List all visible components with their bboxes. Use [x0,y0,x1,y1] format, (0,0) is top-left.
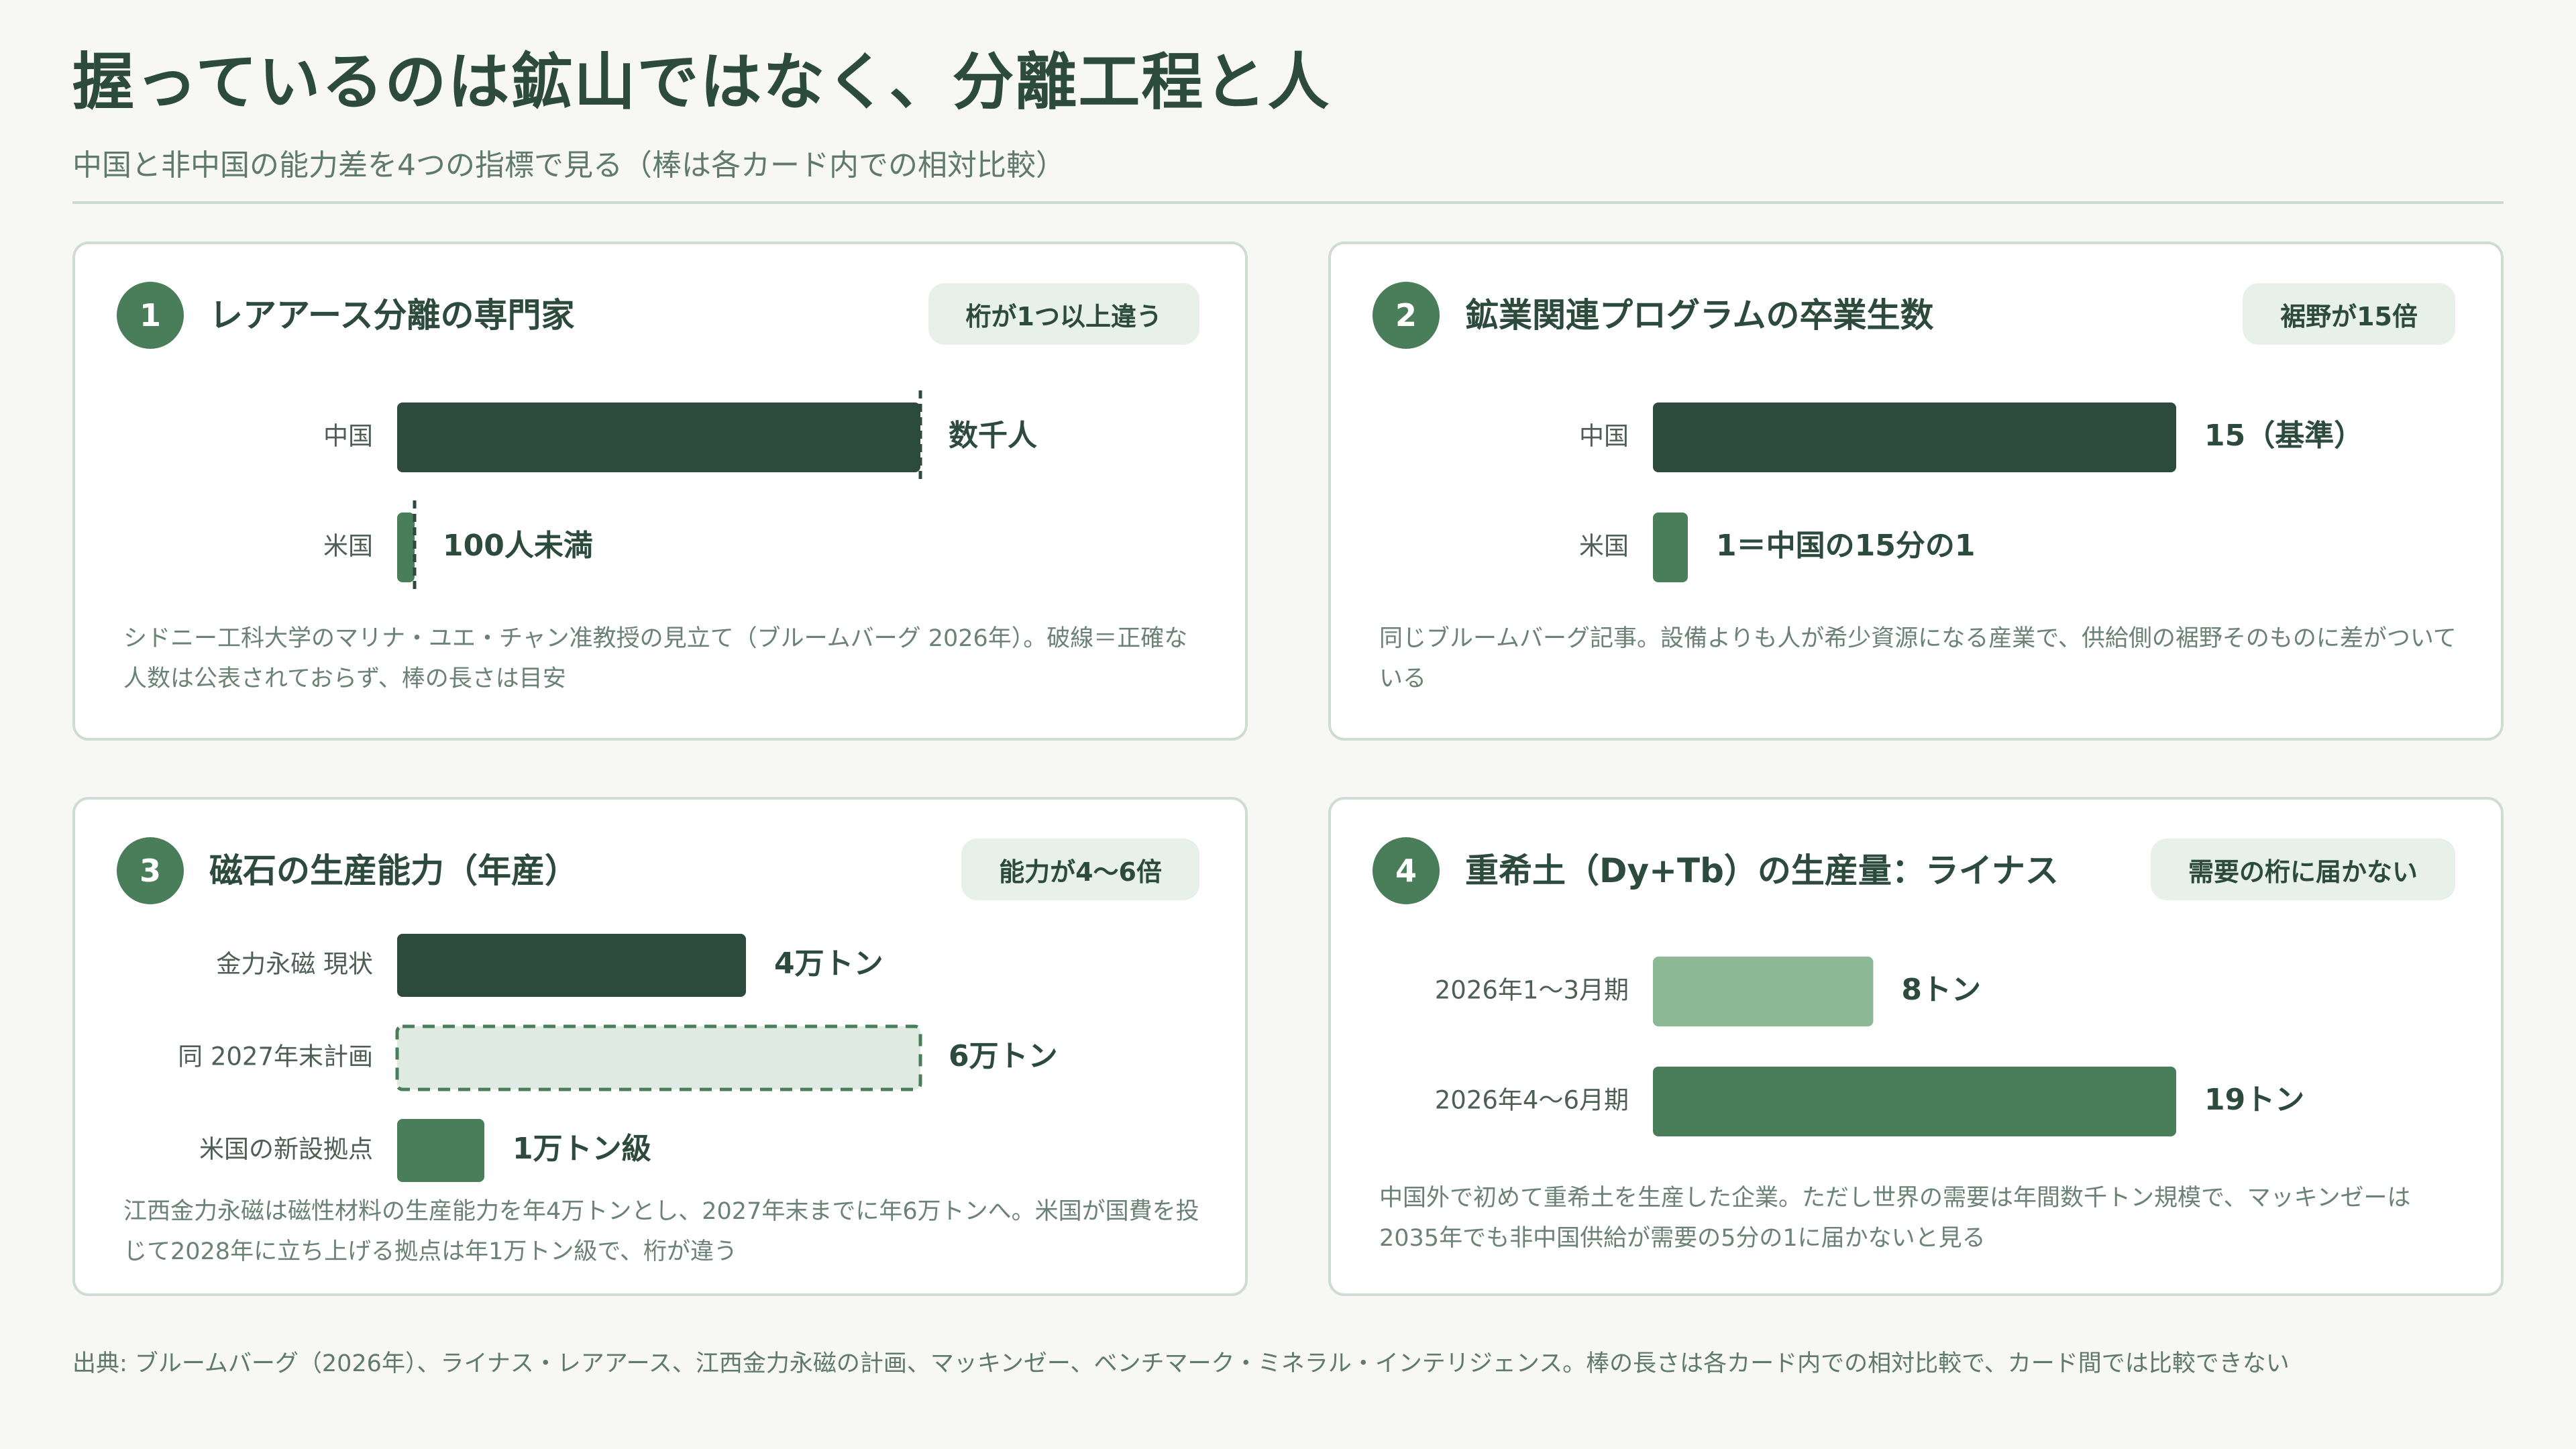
page-title: 握っているのは鉱山ではなく、分離工程と人 [72,46,1331,118]
card-title: 磁石の生産能力（年産） [209,851,578,890]
bar [397,934,746,997]
bar [1653,513,1688,582]
bar [397,513,415,582]
card-separation-experts: 1 レアアース分離の専門家 桁が1つ以上違う 中国 数千人米国 100人未満 シドニ… [72,241,1248,741]
card-title: レアアース分離の専門家 [209,296,575,335]
value-label: 6万トン [949,1039,1058,1073]
category-label: 米国 [1579,532,1629,561]
card-title: 鉱業関連プログラムの卒業生数 [1465,296,1934,335]
bar [395,1024,922,1091]
bar [397,402,920,472]
category-label: 米国 [323,532,373,561]
value-label: 数千人 [949,419,1037,453]
card-comparison-badge: 需要の桁に届かない [2150,839,2455,900]
bar-chart: 2026年1〜3月期 8トン 2026年4〜6月期 19トン [1435,957,2304,1136]
card-number-badge: 2 [1373,282,1440,349]
card-magnet-capacity: 3 磁石の生産能力（年産） 能力が4〜6倍 金力永磁 現状 4万トン同 2027年… [72,797,1248,1296]
value-label: 1＝中国の15分の1 [1716,529,1975,563]
category-label: 米国の新設拠点 [199,1135,373,1164]
card-comparison-badge: 裾野が15倍 [2243,283,2455,345]
card-note: シドニー工科大学のマリナ・ユエ・チャン准教授の見立て（ブルームバーグ 2026年… [123,625,1188,692]
category-label: 2026年4〜6月期 [1435,1086,1629,1115]
bar [397,1119,484,1182]
card-note: 同じブルームバーグ記事。設備よりも人が希少資源になる産業で、供給側の裾野そのもの… [1379,625,2457,692]
card-note: 江西金力永磁は磁性材料の生産能力を年4万トンとし、2027年末までに年6万トンへ… [123,1198,1199,1265]
card-comparison-badge: 桁が1つ以上違う [928,283,1199,345]
card-mining-graduates: 2 鉱業関連プログラムの卒業生数 裾野が15倍 中国 15（基準） 米国 1＝中国の1… [1328,241,2504,741]
bar-chart: 中国 15（基準） 米国 1＝中国の15分の1 [1579,402,2363,582]
category-label: 中国 [323,422,373,451]
value-label: 100人未満 [443,529,593,563]
card-number-badge: 1 [117,282,184,349]
page-subtitle: 中国と非中国の能力差を4つの指標で見る（棒は各カード内での相対比較） [72,148,1065,182]
bar [1653,1067,2176,1136]
category-label: 金力永磁 現状 [216,950,373,979]
card-number-badge: 4 [1373,837,1440,904]
category-label: 同 2027年末計画 [178,1042,373,1071]
value-label: 19トン [2204,1083,2304,1117]
source-footnote: 出典: ブルームバーグ（2026年）、ライナス・レアアース、江西金力永磁の計画、… [72,1350,2290,1377]
card-title: 重希土（Dy+Tb）の生産量：ライナス [1465,851,2059,890]
value-label: 1万トン級 [513,1132,651,1166]
card-heavy-rare-earth-output: 4 重希土（Dy+Tb）の生産量：ライナス 需要の桁に届かない 2026年1〜3… [1328,797,2504,1296]
bar [1653,402,2176,472]
bar [1653,957,1874,1026]
value-label: 4万トン [774,947,883,981]
value-label: 8トン [1901,973,1981,1007]
category-label: 2026年1〜3月期 [1435,976,1629,1005]
card-comparison-badge: 能力が4〜6倍 [961,839,1199,900]
card-note: 中国外で初めて重希土を生産した企業。ただし世界の需要は年間数千トン規模で、マッキ… [1379,1185,2411,1252]
card-number-badge: 3 [117,837,184,904]
category-label: 中国 [1579,422,1629,451]
header-divider [72,201,2504,204]
value-label: 15（基準） [2204,419,2363,453]
